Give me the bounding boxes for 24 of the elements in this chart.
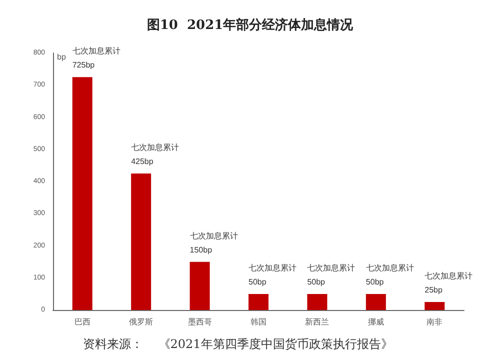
x-tick-label: 挪威 (368, 318, 384, 326)
data-label: 七次加息累计 50bp (366, 263, 414, 286)
bar (72, 77, 92, 310)
x-tick-label: 俄罗斯 (129, 318, 154, 326)
data-label: 七次加息累计 725bp (72, 46, 120, 70)
text: 资料来源： 《2021年第四季度中国货币政策执行报告》 (83, 337, 393, 351)
data-label: 七次加息累计 25bp (424, 271, 473, 294)
bar (366, 294, 386, 310)
bar (307, 294, 328, 310)
data-label: 七次加息累计 150bp (190, 231, 238, 254)
data-label: 七次加息累计 425bp (131, 142, 180, 166)
bar (424, 302, 445, 310)
bar (190, 262, 210, 310)
bar (248, 294, 268, 310)
data-label: 七次加息累计 50bp (248, 263, 296, 286)
x-tick-label: 新西兰 (305, 318, 330, 326)
x-tick-label: 韩国 (250, 318, 266, 326)
x-tick-label: 墨西哥 (188, 318, 212, 326)
x-tick-label: 巴西 (74, 318, 90, 326)
x-tick-label: 南非 (426, 318, 443, 326)
chart-title: 图10 2021年部分经济体加息情况 (146, 17, 354, 33)
y-axis-title: bp (57, 52, 66, 62)
data-label: 七次加息累计 50bp (307, 263, 356, 286)
bar (131, 173, 152, 310)
